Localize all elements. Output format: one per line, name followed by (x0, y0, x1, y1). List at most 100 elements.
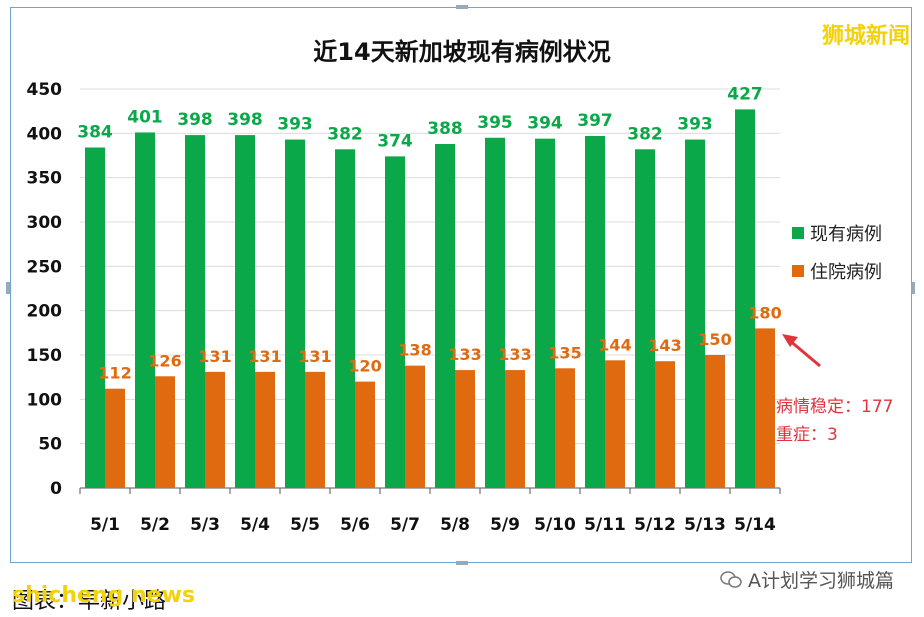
annotation-arrow (788, 338, 821, 368)
bar-hospitalized (605, 360, 625, 488)
caption: 图表：早新小路 shicheng news (12, 583, 195, 615)
y-tick-label: 200 (27, 302, 63, 322)
bar-existing-cases (235, 135, 255, 488)
resize-handle-top[interactable] (456, 5, 468, 9)
x-tick-label: 5/2 (140, 515, 170, 535)
data-label-existing: 382 (327, 124, 363, 144)
data-label-hospitalized: 135 (548, 343, 581, 362)
data-label-existing: 393 (277, 115, 313, 135)
y-tick-label: 100 (27, 390, 63, 410)
y-tick-label: 150 (27, 346, 63, 366)
data-label-existing: 382 (627, 124, 663, 144)
data-label-existing: 394 (527, 114, 563, 134)
bar-existing-cases (735, 109, 755, 488)
x-tick-label: 5/6 (340, 515, 370, 535)
watermark: A计划学习狮城篇 (720, 566, 894, 593)
bar-hospitalized (355, 381, 375, 488)
x-tick-label: 5/12 (634, 515, 676, 535)
x-tick-label: 5/9 (490, 515, 520, 535)
data-label-existing: 393 (677, 115, 713, 135)
caption-cn: 图表：早新小路 (12, 589, 167, 614)
bar-hospitalized (455, 370, 475, 488)
data-label-existing: 395 (477, 113, 513, 133)
x-tick-label: 5/7 (390, 515, 420, 535)
x-tick-label: 5/4 (240, 515, 270, 535)
data-label-hospitalized: 112 (98, 364, 131, 383)
bar-hospitalized (105, 388, 125, 488)
bar-hospitalized (505, 370, 525, 488)
data-label-hospitalized: 144 (598, 335, 631, 354)
x-tick-label: 5/1 (90, 515, 120, 535)
x-tick-label: 5/8 (440, 515, 470, 535)
bar-existing-cases (285, 139, 305, 489)
bar-existing-cases (385, 156, 405, 489)
y-tick-label: 300 (27, 213, 63, 233)
bar-existing-cases (435, 143, 455, 488)
bar-hospitalized (755, 328, 775, 488)
y-tick-label: 400 (27, 124, 63, 144)
data-label-existing: 374 (377, 131, 413, 151)
bar-hospitalized (205, 371, 225, 488)
legend-label-existing: 现有病例 (810, 224, 882, 245)
bar-existing-cases (185, 135, 205, 488)
legend-swatch-hospitalized (792, 265, 804, 277)
data-label-existing: 401 (127, 107, 163, 127)
brand-label: 狮城新闻 (821, 24, 910, 49)
x-tick-label: 5/13 (684, 515, 726, 535)
data-label-hospitalized: 150 (698, 330, 731, 349)
data-label-existing: 384 (77, 123, 113, 143)
annotation-stable: 病情稳定：177 (776, 397, 893, 417)
x-tick-label: 5/3 (190, 515, 220, 535)
bar-existing-cases (635, 149, 655, 488)
legend-swatch-existing (792, 227, 804, 239)
x-tick-label: 5/5 (290, 515, 320, 535)
bar-hospitalized (655, 361, 675, 488)
annotation-arrowhead (782, 334, 798, 347)
x-tick-label: 5/14 (734, 515, 776, 535)
data-label-existing: 398 (227, 110, 263, 130)
data-label-existing: 397 (577, 111, 613, 131)
data-label-hospitalized: 131 (248, 347, 281, 366)
bar-hospitalized (155, 376, 175, 488)
bar-hospitalized (555, 368, 575, 488)
bar-existing-cases (135, 132, 155, 489)
bar-existing-cases (485, 137, 505, 488)
data-label-hospitalized: 131 (298, 347, 331, 366)
y-tick-label: 450 (27, 80, 63, 100)
data-label-existing: 388 (427, 119, 463, 139)
data-label-hospitalized: 126 (148, 351, 181, 370)
x-tick-label: 5/10 (534, 515, 576, 535)
data-label-hospitalized: 133 (498, 345, 531, 364)
annotation-critical: 重症：3 (776, 425, 838, 445)
x-tick-label: 5/11 (584, 515, 626, 535)
data-label-existing: 427 (727, 84, 763, 104)
bar-existing-cases (585, 135, 605, 488)
resize-handle-left[interactable] (6, 282, 10, 294)
caption-en: shicheng news (12, 583, 195, 608)
bar-existing-cases (685, 139, 705, 489)
data-label-existing: 398 (177, 110, 213, 130)
resize-handle-bottom[interactable] (456, 561, 468, 565)
data-label-hospitalized: 138 (398, 341, 431, 360)
resize-handle-right[interactable] (911, 282, 915, 294)
bar-hospitalized (405, 365, 425, 488)
y-tick-label: 0 (50, 479, 62, 499)
y-tick-label: 250 (27, 257, 63, 277)
bar-hospitalized (255, 371, 275, 488)
bar-existing-cases (85, 147, 105, 488)
watermark-text: A计划学习狮城篇 (748, 570, 894, 592)
y-tick-label: 350 (27, 169, 63, 189)
bar-existing-cases (535, 138, 555, 489)
data-label-hospitalized: 180 (748, 303, 781, 322)
data-label-hospitalized: 120 (348, 357, 381, 376)
data-label-hospitalized: 131 (198, 347, 231, 366)
legend-label-hospitalized: 住院病例 (810, 262, 882, 283)
y-tick-label: 50 (38, 435, 62, 455)
bar-hospitalized (305, 371, 325, 488)
wechat-icon (720, 570, 742, 588)
data-label-hospitalized: 143 (648, 336, 681, 355)
data-label-hospitalized: 133 (448, 345, 481, 364)
bar-existing-cases (335, 149, 355, 488)
chart-title: 近14天新加坡现有病例状况 (313, 38, 610, 66)
